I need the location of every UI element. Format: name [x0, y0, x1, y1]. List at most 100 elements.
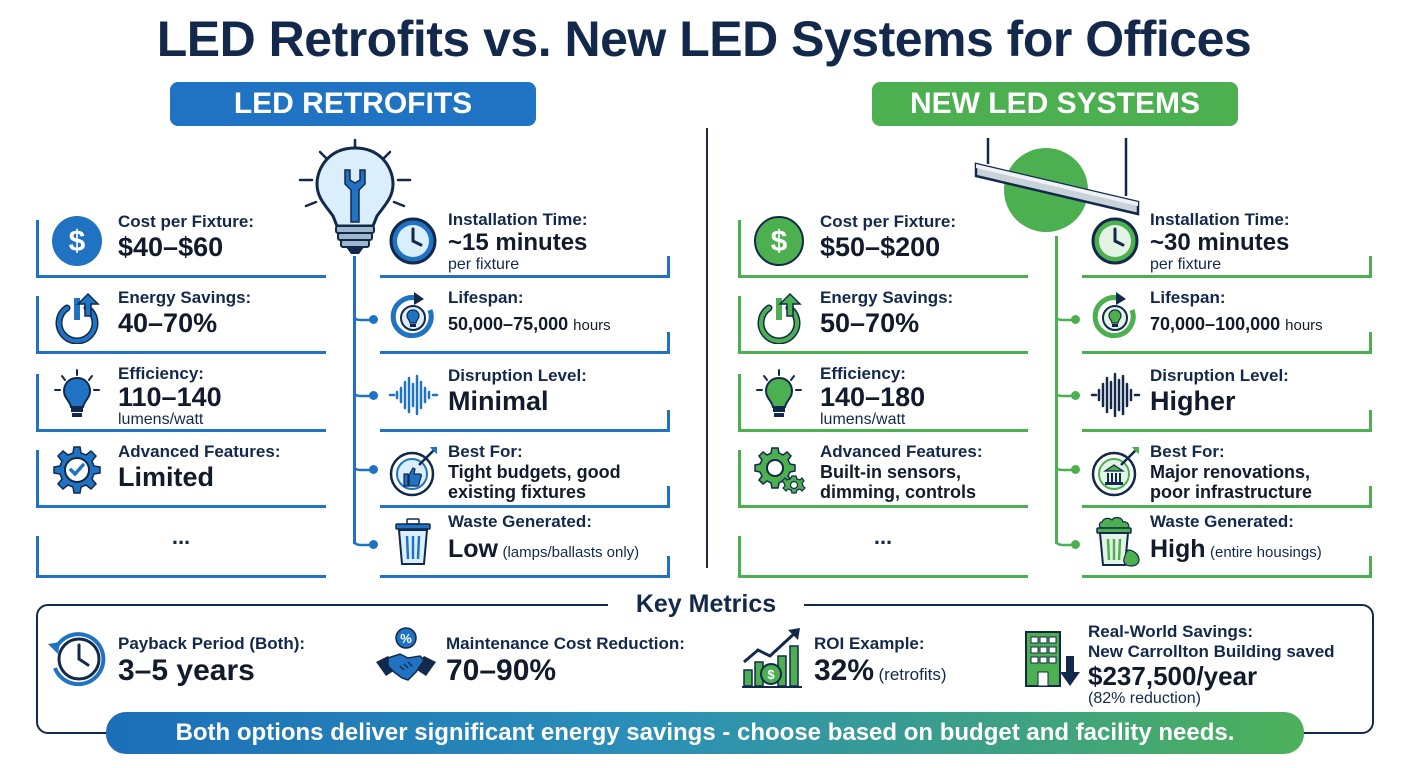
- maintenance-value: 70–90%: [446, 654, 557, 687]
- building-down-arrow-icon: [1025, 631, 1080, 687]
- retrofit-more-card: ...: [36, 508, 326, 578]
- growth-chart-icon: $: [742, 628, 802, 688]
- real-world-metric: Real-World Savings: New Carrollton Build…: [1088, 622, 1335, 708]
- payback-clock-icon: [48, 632, 106, 687]
- full-trash-icon: [1096, 516, 1140, 567]
- more-ellipsis: ...: [171, 524, 191, 549]
- new-more-card: ...: [738, 508, 1028, 578]
- target-building-icon: [1091, 447, 1139, 497]
- lifespan-label: Lifespan:: [448, 288, 524, 307]
- power-arrow-icon: [757, 292, 802, 344]
- install-value: ~15 minutes: [448, 229, 588, 256]
- lifespan-unit: hours: [1285, 317, 1323, 334]
- bestfor-value: Major renovations, poor infrastructure: [1150, 462, 1313, 502]
- payback-value: 3–5 years: [118, 654, 255, 687]
- dollar-icon: $: [52, 216, 102, 266]
- lifespan-cycle-icon: [1092, 292, 1136, 339]
- svg-text:$: $: [767, 667, 775, 682]
- retrofit-energy-card: Energy Savings: 40–70%: [36, 284, 326, 354]
- efficiency-unit: lumens/watt: [118, 411, 204, 428]
- power-arrow-icon: [55, 292, 100, 344]
- timeline-node: [369, 315, 378, 324]
- efficiency-value: 110–140: [118, 382, 222, 412]
- svg-text:$: $: [69, 225, 86, 258]
- real-world-value: $237,500/year: [1088, 661, 1258, 691]
- disruption-label: Disruption Level:: [1150, 366, 1289, 385]
- new-systems-heading: NEW LED SYSTEMS: [872, 82, 1238, 126]
- real-world-line2: New Carrollton Building saved: [1088, 642, 1335, 661]
- waste-value: Low: [448, 535, 498, 563]
- energy-value: 40–70%: [118, 308, 218, 338]
- lifespan-unit: hours: [573, 317, 611, 334]
- timeline-node: [1071, 315, 1080, 324]
- maintenance-metric: Maintenance Cost Reduction: 70–90%: [446, 634, 685, 688]
- new-energy-card: Energy Savings: 50–70%: [738, 284, 1028, 354]
- lifespan-value: 70,000–100,000: [1150, 314, 1281, 334]
- sound-wave-icon: [388, 374, 439, 416]
- retrofit-install-card: Installation Time: ~15 minutes per fixtu…: [380, 208, 670, 278]
- page-title: LED Retrofits vs. New LED Systems for Of…: [156, 11, 1252, 67]
- retrofit-timeline: [353, 256, 356, 544]
- payback-label: Payback Period (Both):: [118, 634, 306, 653]
- waste-note: (entire housings): [1210, 544, 1322, 561]
- timeline-node: [369, 540, 378, 549]
- features-value: Built-in sensors, dimming, controls: [820, 462, 977, 502]
- lifespan-label: Lifespan:: [1150, 288, 1226, 307]
- energy-label: Energy Savings:: [820, 288, 954, 307]
- retrofit-waste-card: Waste Generated: Low (lamps/ballasts onl…: [380, 508, 670, 578]
- features-label: Advanced Features:: [118, 442, 281, 461]
- energy-label: Energy Savings:: [118, 288, 252, 307]
- new-waste-card: Waste Generated: High (entire housings): [1082, 508, 1372, 578]
- cost-value: $40–$60: [118, 232, 224, 262]
- handshake-percent-icon: %: [376, 627, 436, 681]
- disruption-value: Higher: [1150, 386, 1236, 416]
- key-metrics-title: Key Metrics: [608, 590, 804, 620]
- cost-label: Cost per Fixture:: [820, 212, 957, 231]
- new-bestfor-card: Best For: Major renovations, poor infras…: [1082, 438, 1372, 508]
- efficiency-value: 140–180: [820, 382, 926, 412]
- waste-label: Waste Generated:: [1150, 512, 1294, 531]
- sound-wave-icon: [1090, 372, 1141, 418]
- roi-metric: ROI Example: 32% (retrofits): [814, 634, 947, 688]
- efficiency-unit: lumens/watt: [820, 411, 906, 428]
- target-thumbs-up-icon: [389, 447, 437, 497]
- svg-text:$: $: [771, 225, 788, 258]
- cost-value: $50–$200: [820, 232, 941, 262]
- features-label: Advanced Features:: [820, 442, 983, 461]
- maintenance-label: Maintenance Cost Reduction:: [446, 634, 685, 653]
- waste-label: Waste Generated:: [448, 512, 592, 531]
- lightbulb-wrench-icon: [298, 138, 412, 254]
- retrofit-disruption-card: Disruption Level: Minimal: [380, 362, 670, 432]
- svg-text:%: %: [400, 631, 412, 646]
- summary-banner: Both options deliver significant energy …: [106, 712, 1304, 754]
- new-cost-card: $ Cost per Fixture: $50–$200: [738, 208, 1028, 278]
- center-divider: [706, 128, 708, 568]
- new-efficiency-card: Efficiency: 140–180 lumens/watt: [738, 362, 1028, 432]
- cost-label: Cost per Fixture:: [118, 212, 255, 231]
- dollar-icon: $: [754, 216, 804, 266]
- retrofit-features-card: Advanced Features: Limited: [36, 438, 326, 508]
- new-install-card: Installation Time: ~30 minutes per fixtu…: [1082, 208, 1372, 278]
- real-world-label: Real-World Savings:: [1088, 622, 1253, 641]
- bestfor-label: Best For:: [448, 442, 523, 461]
- lifespan-cycle-icon: [390, 292, 434, 339]
- ceiling-fixture-icon: [974, 138, 1140, 232]
- roi-value: 32%: [814, 654, 875, 687]
- efficiency-label: Efficiency:: [118, 364, 204, 383]
- efficiency-label: Efficiency:: [820, 364, 906, 383]
- install-label: Installation Time:: [1150, 210, 1290, 229]
- timeline-node: [1071, 540, 1080, 549]
- features-value: Limited: [118, 462, 215, 492]
- timeline-node: [369, 465, 378, 474]
- install-unit: per fixture: [1150, 256, 1222, 273]
- timeline-node: [1071, 465, 1080, 474]
- gears-icon: [754, 447, 806, 494]
- retrofit-cost-card: $ Cost per Fixture: $40–$60: [36, 208, 326, 278]
- install-label: Installation Time:: [448, 210, 588, 229]
- payback-metric: Payback Period (Both): 3–5 years: [118, 634, 305, 688]
- bestfor-label: Best For:: [1150, 442, 1225, 461]
- bulb-icon: [54, 369, 100, 417]
- disruption-label: Disruption Level:: [448, 366, 587, 385]
- real-world-note: (82% reduction): [1088, 690, 1201, 707]
- bestfor-value: Tight budgets, good existing fixtures: [448, 462, 621, 502]
